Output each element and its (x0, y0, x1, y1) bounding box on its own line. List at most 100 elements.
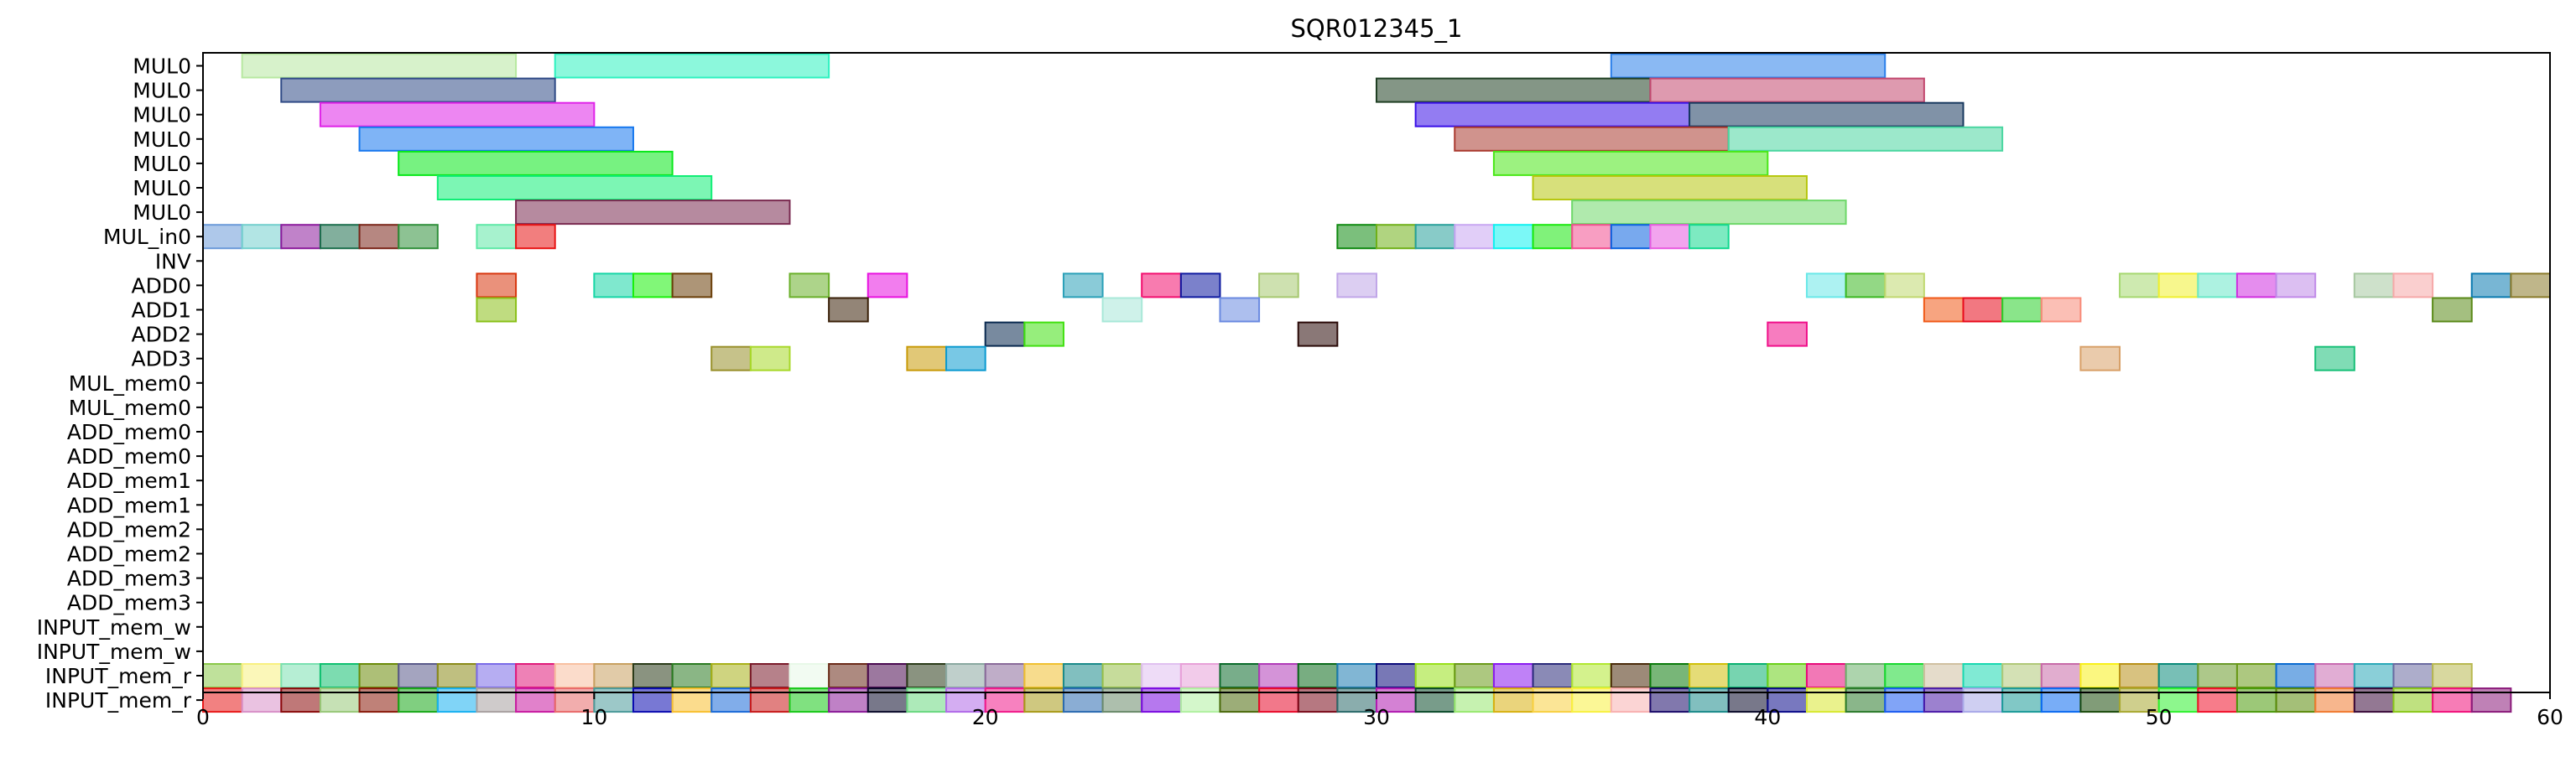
bar-add2-21 (1023, 321, 1064, 347)
bar-add0-58 (2470, 272, 2512, 298)
y-axis-labels: MUL0MUL0MUL0MUL0MUL0MUL0MUL0MUL_in0INVAD… (37, 54, 203, 713)
bar-input-mem-r-42 (1845, 663, 1886, 688)
bar-input-mem-r-45 (1962, 663, 2004, 688)
x-axis: 0 10 20 30 40 50 60 (196, 692, 2563, 729)
y-tick-label: MUL0 (133, 152, 191, 176)
chart-title: SQR012345_1 (1290, 14, 1462, 43)
bar-add0-10 (593, 272, 634, 298)
bar-input-mem-r-28 (1297, 663, 1339, 688)
bar-mul-in0-7 (476, 224, 518, 250)
bar-mul-in0-0 (202, 224, 243, 250)
bar-mul-in0-3 (319, 224, 361, 250)
x-tick-label: 10 (580, 705, 607, 729)
bar-add0-24 (1141, 272, 1182, 298)
bar-mul0-36 (1610, 53, 1886, 79)
bar-input-mem-r-8 (515, 663, 556, 688)
bar-input-mem-r-19 (945, 663, 986, 688)
bars-layer (202, 53, 2552, 713)
y-tick-label: ADD_mem2 (67, 517, 191, 542)
bar-add0-53 (2275, 272, 2317, 298)
bar-input-mem-r-31 (1414, 663, 1456, 688)
y-tick-label: ADD0 (131, 273, 191, 298)
bar-add0-41 (1805, 272, 1847, 298)
bar-add2-28 (1297, 321, 1339, 347)
bar-input-mem-r-54 (2314, 663, 2355, 688)
bar-mul-in0-37 (1649, 224, 1691, 250)
y-tick-label: ADD_mem1 (67, 469, 191, 493)
bar-add1-45 (1962, 297, 2004, 323)
bar-add3-13 (710, 345, 752, 371)
bar-add1-47 (2040, 297, 2082, 323)
bar-input-mem-r-26 (1219, 663, 1261, 688)
y-tick-label: INPUT_mem_w (37, 640, 191, 664)
y-tick-label: MUL0 (133, 54, 191, 79)
bar-input-mem-r-10 (593, 663, 634, 688)
bar-add1-7 (476, 297, 518, 323)
y-tick-label: ADD_mem3 (67, 567, 191, 591)
bar-add0-51 (2197, 272, 2238, 298)
bar-add0-22 (1062, 272, 1104, 298)
bar-input-mem-r-40 (1767, 663, 1808, 688)
bar-input-mem-r-23 (1101, 663, 1143, 688)
bar-input-mem-r-50 (2157, 663, 2199, 688)
bar-input-mem-r-4 (358, 663, 400, 688)
bar-input-mem-r-56 (2392, 663, 2434, 688)
bar-add0-7 (476, 272, 518, 298)
bar-add1-46 (2001, 297, 2043, 323)
bar-input-mem-r-14 (749, 663, 791, 688)
bar-add1-26 (1219, 297, 1261, 323)
bar-mul0-8 (515, 200, 791, 226)
bar-mul0-30 (1376, 77, 1652, 103)
bar-mul-in0-5 (398, 224, 439, 250)
bar-input-mem-r-35 (1571, 663, 1612, 688)
bar-input-mem-r-13 (710, 663, 752, 688)
bar-add0-43 (1884, 272, 1925, 298)
bar-input-mem-r-43 (1884, 663, 1925, 688)
y-tick-label: ADD_mem2 (67, 542, 191, 567)
bar-input-mem-r-7 (476, 663, 518, 688)
bar-mul-in0-35 (1571, 224, 1612, 250)
bar-add0-56 (2392, 272, 2434, 298)
bar-add1-44 (1923, 297, 1965, 323)
bar-add0-52 (2235, 272, 2277, 298)
bar-input-mem-r-5 (398, 663, 439, 688)
bar-input-mem-r-48 (2079, 663, 2121, 688)
bar-mul0-1 (241, 53, 518, 79)
bar-mul-in0-36 (1610, 224, 1652, 250)
y-tick-label: MUL0 (133, 176, 191, 200)
bar-input-mem-r-44 (1923, 663, 1965, 688)
y-tick-label: MUL0 (133, 200, 191, 225)
bar-input-mem-r-6 (436, 663, 478, 688)
bar-input-mem-r-37 (1649, 663, 1691, 688)
bar-add3-14 (749, 345, 791, 371)
bar-mul0-3 (319, 101, 596, 127)
bar-input-mem-r-33 (1492, 663, 1534, 688)
bar-input-mem-r-22 (1062, 663, 1104, 688)
bar-mul0-32 (1454, 126, 1730, 152)
y-tick-label: INPUT_mem_r (45, 688, 192, 713)
bar-input-mem-r-1 (241, 663, 283, 688)
bar-input-mem-r-49 (2119, 663, 2160, 688)
y-tick-label: INPUT_mem_w (37, 615, 191, 640)
bar-add1-57 (2432, 297, 2473, 323)
bar-input-mem-r-21 (1023, 663, 1064, 688)
bar-add0-50 (2157, 272, 2199, 298)
bar-input-mem-r-47 (2040, 663, 2082, 688)
bar-mul0-6 (436, 175, 713, 200)
bar-add3-19 (945, 345, 986, 371)
bar-mul-in0-30 (1376, 224, 1417, 250)
bar-add2-40 (1767, 321, 1808, 347)
bar-add1-23 (1101, 297, 1143, 323)
bar-input-mem-r-27 (1258, 663, 1299, 688)
y-tick-label: ADD_mem0 (67, 420, 191, 444)
bar-input-mem-r-53 (2275, 663, 2317, 688)
bar-mul-in0-8 (515, 224, 556, 250)
bar-add0-42 (1845, 272, 1886, 298)
bar-add0-27 (1258, 272, 1299, 298)
bar-add3-54 (2314, 345, 2355, 371)
y-tick-label: MUL_mem0 (69, 371, 191, 396)
bar-input-mem-r-17 (866, 663, 908, 688)
bar-add0-17 (866, 272, 908, 298)
